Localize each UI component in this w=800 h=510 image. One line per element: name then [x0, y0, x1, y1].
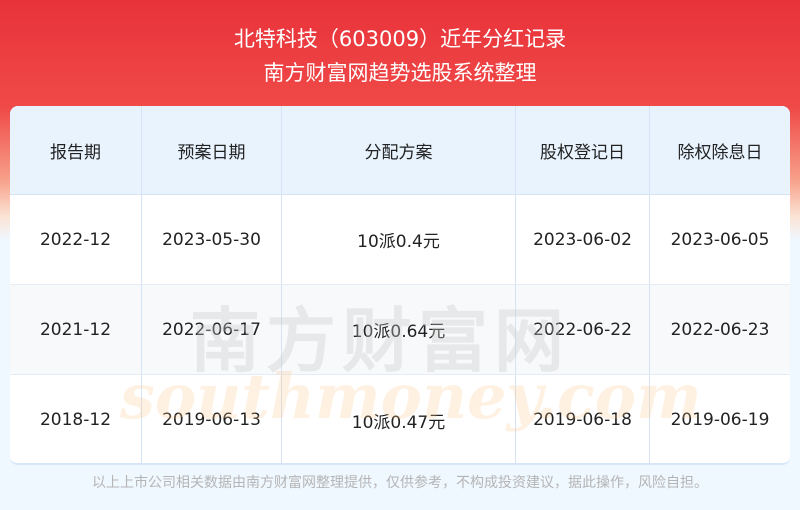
table-cell: 2023-06-02 — [516, 195, 650, 284]
disclaimer-footer: 以上上市公司相关数据由南方财富网整理提供，仅供参考，不构成投资建议，据此操作，风… — [92, 475, 708, 491]
table-cell: 2022-12 — [10, 195, 142, 284]
column-header: 预案日期 — [142, 106, 282, 194]
table-cell: 2023-06-05 — [670, 229, 770, 250]
table-cell: 2022-06-17 — [142, 285, 282, 374]
table-cell: 2021-12 — [10, 285, 142, 374]
page-title: 北特科技（603009）近年分红记录 南方财富网趋势选股系统整理 — [0, 22, 800, 90]
title-text: 北特科技（603009）近年分红记录 — [233, 27, 567, 51]
table-cell: 10派0.47元 — [282, 375, 516, 463]
table-row: 2021-12 2022-06-17 10派0.64元 2022-06-22 2… — [10, 285, 790, 375]
table-cell: 2018-12 — [10, 375, 142, 463]
column-header: 报告期 — [10, 106, 142, 194]
table-cell: 2019-06-19 — [670, 410, 770, 430]
table-row: 2022-12 2023-05-30 10派0.4元 2023-06-02 20… — [10, 195, 790, 285]
dividend-table: 报告期 预案日期 分配方案 股权登记日 除权除息日 2022-12 2023-0… — [10, 106, 790, 465]
table-cell: 2019-06-13 — [142, 375, 282, 463]
table-cell: 2023-05-30 — [142, 195, 282, 284]
column-header: 分配方案 — [282, 106, 516, 194]
table-cell: 2019-06-18 — [516, 375, 650, 463]
table-cell: 2022-06-23 — [670, 319, 770, 340]
table-row: 2018-12 2019-06-13 10派0.47元 2019-06-18 2… — [10, 375, 790, 463]
table-cell: 2022-06-22 — [516, 285, 650, 374]
table-header: 报告期 预案日期 分配方案 股权登记日 除权除息日 — [10, 106, 790, 195]
subtitle-text: 南方财富网趋势选股系统整理 — [263, 61, 537, 85]
column-header: 除权除息日 — [677, 142, 763, 163]
column-header: 股权登记日 — [516, 106, 650, 194]
table-cell: 10派0.4元 — [282, 195, 516, 284]
table-cell: 10派0.64元 — [282, 285, 516, 374]
